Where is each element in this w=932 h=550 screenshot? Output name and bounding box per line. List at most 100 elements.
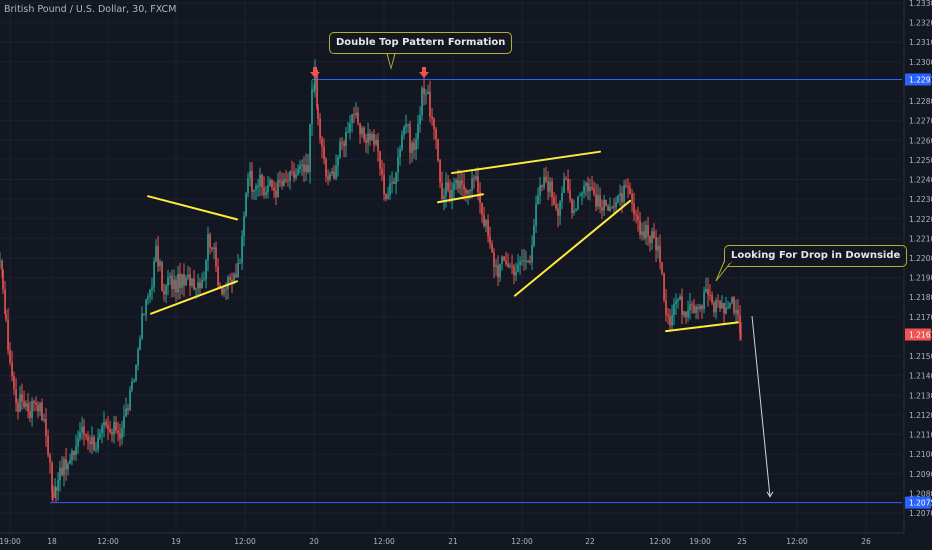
trendline-4[interactable] bbox=[514, 199, 631, 297]
candle-body bbox=[71, 450, 73, 461]
candle-body bbox=[41, 402, 43, 421]
trendline-1[interactable] bbox=[150, 280, 238, 315]
time-axis[interactable]: 19:00 18 12:00 19 12:00 20 12:00 21 12:00 22 12:00… bbox=[0, 532, 904, 546]
candle-body bbox=[565, 178, 567, 180]
candle-body bbox=[571, 199, 573, 213]
candle-body bbox=[117, 430, 119, 434]
candle-body bbox=[93, 437, 95, 450]
candle-body bbox=[453, 183, 455, 190]
candle-body bbox=[9, 350, 11, 363]
price-tick-label: 1.22700 bbox=[909, 117, 932, 126]
candle-body bbox=[52, 492, 54, 498]
candle-body bbox=[381, 168, 383, 175]
price-tick-label: 1.23100 bbox=[909, 38, 932, 47]
candle-body bbox=[395, 172, 397, 184]
candle-body bbox=[151, 287, 153, 290]
candle-body bbox=[161, 261, 163, 291]
candle-body bbox=[481, 202, 483, 215]
candle-body bbox=[433, 118, 435, 130]
candle-body bbox=[525, 260, 527, 262]
candle-body bbox=[591, 186, 593, 189]
candle-body bbox=[353, 114, 355, 116]
candle-body bbox=[615, 201, 617, 208]
candle-body bbox=[241, 236, 243, 263]
candle-body bbox=[4, 289, 6, 315]
candle-body bbox=[141, 313, 143, 339]
arrow-down-marker-0 bbox=[310, 67, 320, 78]
candle-body bbox=[561, 192, 563, 202]
candle-body bbox=[527, 260, 529, 262]
projection-arrowhead bbox=[766, 491, 774, 498]
candle-body bbox=[515, 271, 517, 276]
candle-body bbox=[339, 142, 341, 158]
projection-arrow bbox=[751, 316, 774, 498]
candle-body bbox=[513, 266, 515, 276]
candle-body bbox=[349, 122, 351, 133]
candle-body bbox=[709, 295, 711, 297]
candle-body bbox=[719, 300, 721, 309]
trendline-3[interactable] bbox=[451, 150, 601, 175]
candle-body bbox=[609, 207, 611, 211]
candle-body bbox=[485, 220, 487, 226]
candle-body bbox=[601, 207, 603, 211]
candle-body bbox=[193, 278, 195, 290]
candle-body bbox=[425, 94, 427, 96]
candle-body bbox=[653, 231, 655, 238]
candle-body bbox=[635, 214, 637, 216]
candle-body bbox=[599, 195, 601, 208]
candle-body bbox=[199, 282, 201, 289]
candle-body bbox=[343, 142, 345, 147]
candle-body bbox=[299, 165, 301, 169]
candle-body bbox=[631, 193, 633, 204]
candle-body bbox=[57, 480, 59, 491]
candle-body bbox=[625, 185, 627, 187]
candle-body bbox=[316, 70, 318, 107]
candle-body bbox=[213, 247, 215, 250]
candle-body bbox=[191, 278, 193, 286]
candle-body bbox=[685, 311, 687, 318]
candle-body bbox=[401, 135, 403, 150]
time-tick-label: 19:00 bbox=[0, 537, 21, 546]
candle-body bbox=[641, 231, 643, 235]
candle-body bbox=[0, 260, 1, 262]
candle-body bbox=[655, 237, 657, 251]
candle-body bbox=[15, 389, 17, 404]
trendline-2[interactable] bbox=[437, 193, 484, 204]
candle-body bbox=[621, 193, 623, 202]
candle-body bbox=[435, 129, 437, 140]
trendline-0[interactable] bbox=[147, 195, 238, 221]
candle-body bbox=[263, 187, 265, 196]
candle-body bbox=[671, 314, 673, 326]
candle-body bbox=[549, 181, 551, 192]
price-level-tag-1-label: 1.20753 bbox=[909, 499, 932, 508]
candle-body bbox=[355, 112, 357, 116]
price-tick-label: 1.22200 bbox=[909, 215, 932, 224]
candle-body bbox=[740, 333, 742, 335]
candle-body bbox=[677, 299, 679, 302]
candle-body bbox=[711, 295, 713, 304]
candle-body bbox=[201, 279, 203, 289]
candle-body bbox=[519, 261, 521, 265]
candle-body bbox=[399, 149, 401, 158]
candle-body bbox=[125, 408, 127, 417]
double-top-callout: Double Top Pattern Formation bbox=[329, 32, 513, 54]
candle-body bbox=[17, 403, 19, 412]
candle-body bbox=[367, 133, 369, 143]
candle-body bbox=[25, 403, 27, 407]
candle-body bbox=[613, 206, 615, 208]
trendline-5[interactable] bbox=[665, 321, 739, 333]
candle-body bbox=[611, 206, 613, 208]
price-tick-label: 1.21100 bbox=[909, 431, 932, 440]
callout-pointer bbox=[386, 51, 396, 70]
candle-body bbox=[111, 431, 113, 435]
candle-body bbox=[689, 304, 691, 311]
candle-body bbox=[713, 303, 715, 313]
candle-body bbox=[629, 187, 631, 194]
candle-body bbox=[589, 186, 591, 192]
price-axis[interactable]: 1.23300 1.23200 1.23100 1.23000 1.22800 1.227… bbox=[903, 0, 932, 550]
candle-body bbox=[373, 134, 375, 145]
candle-body bbox=[131, 381, 133, 390]
projection-line[interactable] bbox=[751, 316, 771, 497]
candle-body bbox=[675, 301, 677, 305]
